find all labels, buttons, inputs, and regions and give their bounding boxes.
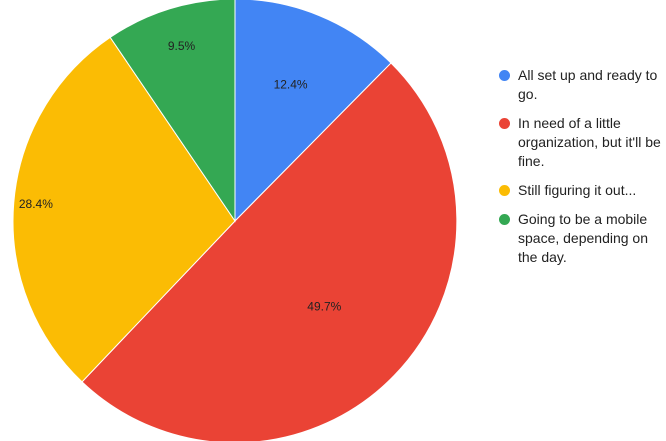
legend-item-all-set-up[interactable]: All set up and ready to go. <box>499 66 666 104</box>
legend-swatch-green <box>499 214 510 225</box>
pie-slice-label-3: 28.4% <box>19 197 53 211</box>
legend-item-still-figuring-out[interactable]: Still figuring it out... <box>499 181 666 200</box>
pie-slice-label-2: 49.7% <box>307 300 341 314</box>
legend-label: In need of a little organization, but it… <box>518 115 661 169</box>
pie-slices <box>12 0 458 441</box>
legend-swatch-blue <box>499 70 510 81</box>
legend: All set up and ready to go. In need of a… <box>499 66 666 277</box>
legend-label: All set up and ready to go. <box>518 67 658 102</box>
pie-slice-label-1: 12.4% <box>274 78 308 92</box>
pie-slice-labels: 12.4% 49.7% 28.4% 9.5% <box>19 39 342 314</box>
pie-slice-1[interactable] <box>234 0 392 223</box>
legend-item-mobile-space[interactable]: Going to be a mobile space, depending on… <box>499 210 666 267</box>
legend-label: Still figuring it out... <box>518 182 637 198</box>
legend-item-in-need-of-organization[interactable]: In need of a little organization, but it… <box>499 114 666 171</box>
pie-slice-3[interactable] <box>12 36 236 383</box>
pie-slice-4[interactable] <box>109 0 236 223</box>
legend-label: Going to be a mobile space, depending on… <box>518 211 648 265</box>
pie-slice-2[interactable] <box>81 62 458 441</box>
legend-swatch-yellow <box>499 185 510 196</box>
pie-slice-label-4: 9.5% <box>168 39 196 53</box>
legend-swatch-red <box>499 118 510 129</box>
